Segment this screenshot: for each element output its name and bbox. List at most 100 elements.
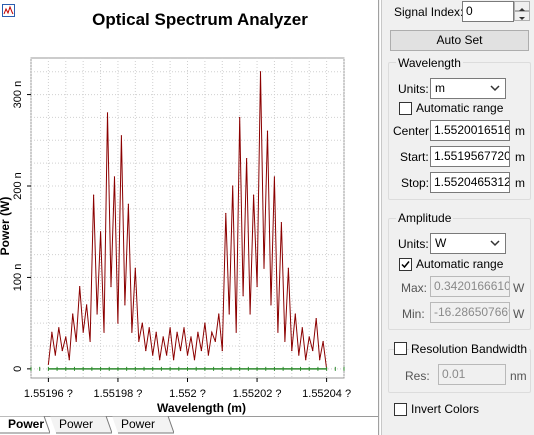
data-point — [281, 222, 282, 223]
data-point — [302, 327, 303, 328]
center-input[interactable]: 1.5520016516 — [430, 120, 510, 141]
data-point — [107, 112, 108, 113]
data-point — [142, 323, 143, 324]
min-input[interactable]: -16.286507669 — [430, 302, 510, 323]
tab-power-x[interactable]: Power X — [50, 416, 112, 434]
tab-power-label: Power — [8, 417, 44, 431]
data-point — [222, 350, 223, 351]
data-point — [96, 313, 97, 314]
data-point — [305, 359, 306, 360]
data-point — [316, 318, 317, 319]
data-point — [159, 359, 160, 360]
start-unit: m — [515, 150, 525, 164]
data-point — [187, 355, 188, 356]
stop-label: Stop: — [401, 176, 429, 190]
data-point — [124, 304, 125, 305]
data-point — [72, 313, 73, 314]
signal-index-label: Signal Index: — [394, 5, 463, 19]
invert-colors-checkbox[interactable] — [394, 403, 407, 416]
wavelength-units-value: m — [435, 81, 445, 95]
spin-down-icon[interactable] — [514, 11, 530, 21]
data-point — [103, 332, 104, 333]
data-point — [215, 341, 216, 342]
data-point — [183, 327, 184, 328]
data-point — [208, 355, 209, 356]
data-point — [256, 286, 257, 287]
data-point — [197, 332, 198, 333]
wavelength-auto-range-checkbox[interactable] — [399, 102, 412, 115]
start-input[interactable]: 1.5519567720 — [430, 146, 510, 167]
data-point — [267, 131, 268, 132]
data-point — [263, 268, 264, 269]
signal-index-spinner[interactable] — [514, 1, 530, 22]
spectrum-chart[interactable]: 1.55196 ? 1.55198 ? 1.552 ? 1.55202 ? 1.5520… — [0, 0, 378, 416]
y-tick-label: 200 n — [12, 172, 24, 200]
data-point — [260, 71, 261, 72]
min-unit: W — [513, 307, 524, 321]
wavelength-units-label: Units: — [398, 82, 429, 96]
x-axis-label: Wavelength (m) — [157, 401, 246, 415]
center-label: Center: — [393, 124, 432, 138]
invert-colors-label: Invert Colors — [411, 402, 479, 416]
wavelength-auto-range-label: Automatic range — [416, 101, 503, 115]
amplitude-auto-range-label: Automatic range — [416, 257, 503, 271]
data-point — [58, 327, 59, 328]
data-point — [295, 313, 296, 314]
data-point — [76, 341, 77, 342]
data-point — [319, 359, 320, 360]
data-point — [194, 359, 195, 360]
data-point — [243, 295, 244, 296]
data-point — [291, 350, 292, 351]
data-point — [190, 336, 191, 337]
chevron-down-icon — [489, 81, 501, 95]
tab-power[interactable]: Power — [0, 416, 50, 434]
auto-set-button[interactable]: Auto Set — [390, 30, 529, 51]
amplitude-units-select[interactable]: W — [430, 233, 506, 254]
data-point — [309, 336, 310, 337]
data-point — [180, 350, 181, 351]
x-tick-label: 1.55202 ? — [233, 388, 282, 400]
data-point — [135, 268, 136, 269]
resolution-bandwidth-checkbox[interactable] — [394, 342, 407, 355]
tab-power-y[interactable]: Power Y — [112, 416, 174, 434]
data-point — [110, 286, 111, 287]
data-point — [166, 355, 167, 356]
max-input[interactable]: 0.3420166610 — [430, 276, 510, 297]
x-tick-label: 1.55198 ? — [93, 388, 142, 400]
data-point — [86, 304, 87, 305]
data-point — [211, 332, 212, 333]
checkmark-icon — [400, 259, 411, 270]
data-point — [48, 364, 49, 365]
spin-up-icon[interactable] — [514, 1, 530, 11]
data-point — [229, 313, 230, 314]
y-tick-label: 0 — [12, 366, 24, 372]
chevron-down-icon — [489, 236, 501, 250]
data-point — [93, 195, 94, 196]
data-point — [288, 268, 289, 269]
tab-bar: Power Power X Power Y — [0, 416, 378, 435]
data-point — [201, 350, 202, 351]
data-point — [232, 185, 233, 186]
data-point — [55, 355, 56, 356]
res-input[interactable]: 0.01 — [438, 364, 506, 385]
resolution-bandwidth-label: Resolution Bandwidth — [409, 342, 529, 356]
x-tick-label: 1.552 ? — [169, 388, 206, 400]
data-point — [51, 332, 52, 333]
data-point — [83, 332, 84, 333]
wavelength-units-select[interactable]: m — [430, 78, 506, 99]
data-point — [218, 313, 219, 314]
signal-index-input[interactable]: 0 — [462, 1, 514, 22]
data-point — [138, 341, 139, 342]
data-point — [225, 213, 226, 214]
res-unit: nm — [510, 369, 527, 383]
data-point — [65, 336, 66, 337]
wavelength-group-title: Wavelength — [396, 56, 463, 70]
data-point — [284, 341, 285, 342]
stop-input[interactable]: 1.5520465312 — [430, 172, 510, 193]
start-label: Start: — [400, 150, 429, 164]
amplitude-auto-range-checkbox[interactable] — [399, 258, 412, 271]
data-point — [204, 323, 205, 324]
data-point — [250, 313, 251, 314]
data-point — [270, 304, 271, 305]
data-point — [236, 332, 237, 333]
